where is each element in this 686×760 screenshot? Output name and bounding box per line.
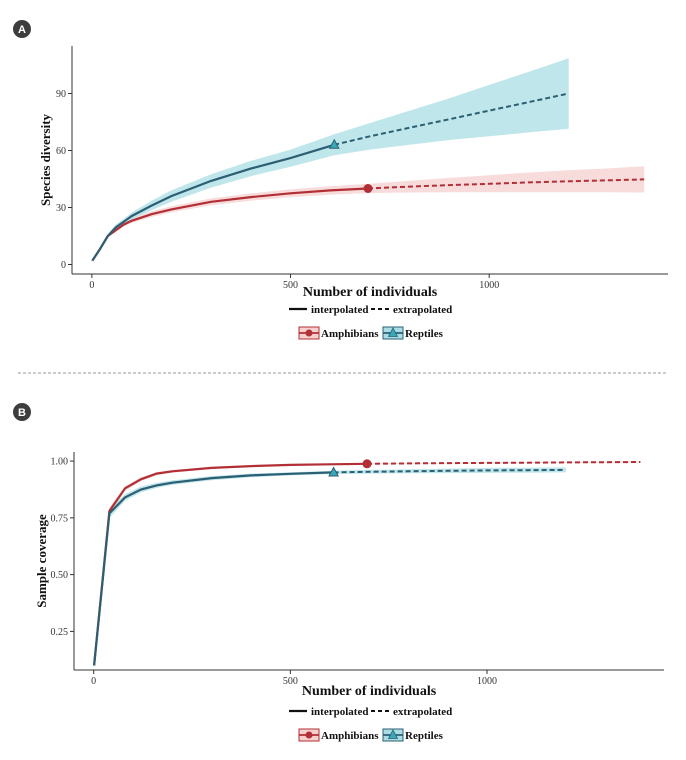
panel-b-chart: 0 500 1000 0.25 0.50 0.75 1.00 Number of indivi…: [34, 452, 664, 742]
panel-a-badge-circle: [13, 20, 31, 38]
x-tick-label: 0: [91, 676, 96, 687]
panel-b-label: B: [18, 407, 26, 419]
extrapolated-line-reptiles: [333, 92, 569, 146]
legend-reptiles-label: Reptiles: [405, 730, 444, 742]
x-axis-label: Number of individuals: [303, 285, 438, 300]
confidence-band-reptiles: [92, 58, 569, 261]
x-tick-label: 500: [283, 280, 298, 291]
y-axis-label: Species diversity: [38, 113, 53, 206]
legend-extrapolated-label: extrapolated: [393, 304, 452, 316]
x-axis-label: Number of individuals: [302, 684, 437, 699]
y-axis-label: Sample coverage: [34, 514, 49, 608]
y-tick-label: 30: [56, 203, 66, 214]
confidence-band-amphibians: [94, 461, 641, 666]
legend-amphibians-label: Amphibians: [321, 730, 379, 742]
y-tick-label: 60: [56, 146, 66, 157]
panel-a-badge: A: [13, 20, 31, 38]
panel-b-badge-circle: [13, 403, 31, 421]
y-tick-label: 1.00: [51, 457, 69, 468]
legend-interpolated-label: interpolated: [311, 304, 368, 316]
y-tick-label: 0.25: [51, 627, 69, 638]
legend-interpolated-label: interpolated: [311, 706, 368, 718]
panel-b-badge: B: [13, 403, 31, 421]
legend-reptiles-label: Reptiles: [405, 328, 444, 340]
legend-extrapolated-label: extrapolated: [393, 706, 452, 718]
x-tick-label: 1000: [477, 676, 497, 687]
interpolated-line-reptiles: [91, 143, 335, 262]
extrapolated-line-amphibians: [366, 461, 641, 465]
interpolated-line-reptiles: [93, 471, 334, 666]
y-tick-label: 0.50: [51, 570, 69, 581]
y-tick-label: 0.75: [51, 513, 69, 524]
x-tick-label: 1000: [479, 280, 499, 291]
y-tick-label: 90: [56, 89, 66, 100]
interpolated-line-amphibians: [93, 462, 368, 666]
legend-amphibians-marker: [305, 731, 313, 739]
observed-point-reptiles: [328, 138, 340, 149]
observed-point-amphibians: [363, 184, 373, 193]
confidence-band-reptiles: [94, 467, 566, 666]
observed-point-amphibians: [362, 459, 372, 469]
x-tick-label: 0: [89, 280, 94, 291]
observed-point-reptiles: [328, 466, 340, 477]
y-tick-label: 0: [61, 260, 66, 271]
panel-a-chart: 0 500 1000 0 30 60 90 Number of individuals Spec…: [38, 46, 668, 340]
interpolated-line-amphibians: [91, 187, 369, 262]
x-tick-label: 500: [283, 676, 298, 687]
legend-reptiles-marker: [387, 327, 399, 337]
legend-reptiles-marker: [387, 729, 399, 739]
extrapolated-line-reptiles: [333, 468, 566, 474]
legend-amphibians-label: Amphibians: [321, 328, 379, 340]
extrapolated-line-amphibians: [367, 178, 645, 190]
confidence-band-amphibians: [92, 166, 645, 261]
legend-amphibians-marker: [305, 329, 313, 337]
panel-a-label: A: [18, 24, 26, 36]
